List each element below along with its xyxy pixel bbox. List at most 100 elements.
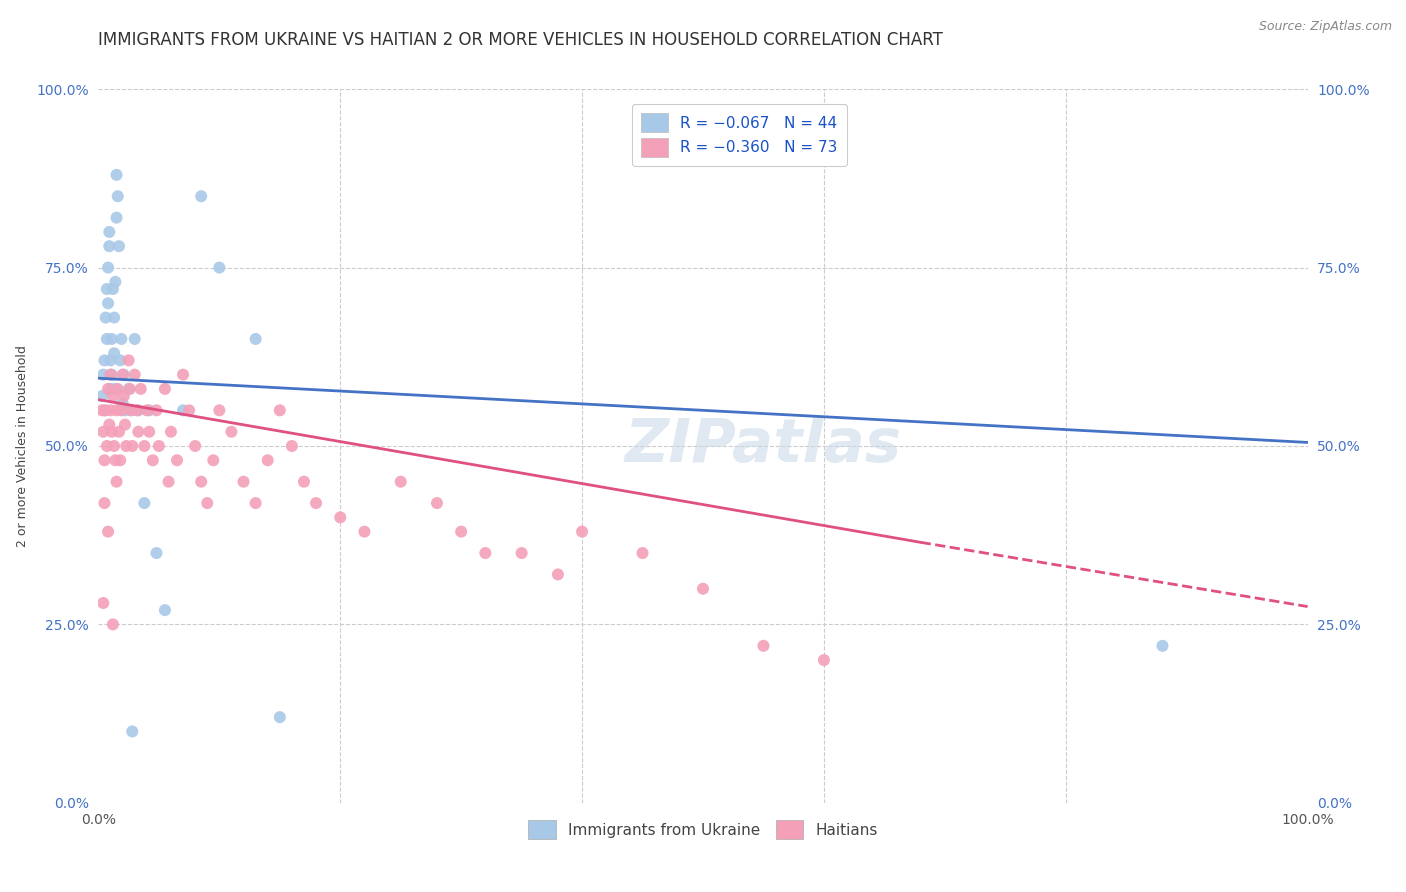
Point <box>93 403 115 417</box>
Point <box>100 332 122 346</box>
Point <box>105 403 128 417</box>
Point <box>389 475 412 489</box>
Point <box>190 189 212 203</box>
Point <box>96 282 118 296</box>
Point <box>103 310 125 325</box>
Point <box>91 403 114 417</box>
Point <box>138 425 160 439</box>
Point <box>153 603 176 617</box>
Point <box>1152 639 1174 653</box>
Point <box>153 382 176 396</box>
Point <box>101 282 124 296</box>
Point <box>127 403 149 417</box>
Point <box>94 310 117 325</box>
Point <box>232 475 254 489</box>
Point <box>108 425 131 439</box>
Point <box>329 510 352 524</box>
Point <box>127 425 149 439</box>
Point <box>121 439 143 453</box>
Point <box>245 496 267 510</box>
Point <box>256 453 278 467</box>
Point <box>752 639 775 653</box>
Point <box>114 417 136 432</box>
Point <box>571 524 593 539</box>
Point <box>112 389 135 403</box>
Point <box>100 368 122 382</box>
Point <box>129 382 152 396</box>
Text: Source: ZipAtlas.com: Source: ZipAtlas.com <box>1258 20 1392 33</box>
Point <box>100 368 122 382</box>
Point <box>148 439 170 453</box>
Point <box>104 275 127 289</box>
Point <box>111 368 134 382</box>
Point <box>172 368 194 382</box>
Point <box>305 496 328 510</box>
Point <box>124 368 146 382</box>
Point <box>100 353 122 368</box>
Point <box>98 239 121 253</box>
Point <box>157 475 180 489</box>
Point <box>172 403 194 417</box>
Point <box>110 403 132 417</box>
Point <box>118 382 141 396</box>
Point <box>97 260 120 275</box>
Point <box>631 546 654 560</box>
Point <box>110 332 132 346</box>
Point <box>124 332 146 346</box>
Point <box>105 211 128 225</box>
Point <box>114 403 136 417</box>
Point <box>208 403 231 417</box>
Point <box>353 524 375 539</box>
Point <box>94 403 117 417</box>
Text: ZIPatlas: ZIPatlas <box>624 417 903 475</box>
Point <box>426 496 449 510</box>
Point <box>692 582 714 596</box>
Point <box>179 403 201 417</box>
Point <box>108 353 131 368</box>
Point <box>104 453 127 467</box>
Point <box>91 368 114 382</box>
Point <box>97 524 120 539</box>
Point <box>134 496 156 510</box>
Point <box>547 567 569 582</box>
Point <box>98 225 121 239</box>
Point <box>245 332 267 346</box>
Point <box>195 496 218 510</box>
Point <box>93 453 115 467</box>
Point <box>96 439 118 453</box>
Point <box>107 382 129 396</box>
Point <box>118 382 141 396</box>
Point <box>101 389 124 403</box>
Point <box>105 168 128 182</box>
Point <box>184 439 207 453</box>
Point <box>208 260 231 275</box>
Point <box>120 403 142 417</box>
Point <box>108 453 131 467</box>
Point <box>145 546 167 560</box>
Point <box>96 332 118 346</box>
Y-axis label: 2 or more Vehicles in Household: 2 or more Vehicles in Household <box>15 345 30 547</box>
Point <box>221 425 243 439</box>
Point <box>281 439 304 453</box>
Point <box>103 439 125 453</box>
Point <box>91 389 114 403</box>
Point <box>97 296 120 310</box>
Point <box>269 710 291 724</box>
Point <box>93 496 115 510</box>
Point <box>142 453 165 467</box>
Point <box>93 353 115 368</box>
Point <box>292 475 315 489</box>
Point <box>97 382 120 396</box>
Point <box>98 417 121 432</box>
Point <box>269 403 291 417</box>
Point <box>127 403 149 417</box>
Point <box>474 546 496 560</box>
Point <box>813 653 835 667</box>
Point <box>138 403 160 417</box>
Text: IMMIGRANTS FROM UKRAINE VS HAITIAN 2 OR MORE VEHICLES IN HOUSEHOLD CORRELATION C: IMMIGRANTS FROM UKRAINE VS HAITIAN 2 OR … <box>98 31 943 49</box>
Point <box>100 403 122 417</box>
Point <box>107 189 129 203</box>
Point <box>450 524 472 539</box>
Point <box>160 425 183 439</box>
Legend: Immigrants from Ukraine, Haitians: Immigrants from Ukraine, Haitians <box>522 814 884 845</box>
